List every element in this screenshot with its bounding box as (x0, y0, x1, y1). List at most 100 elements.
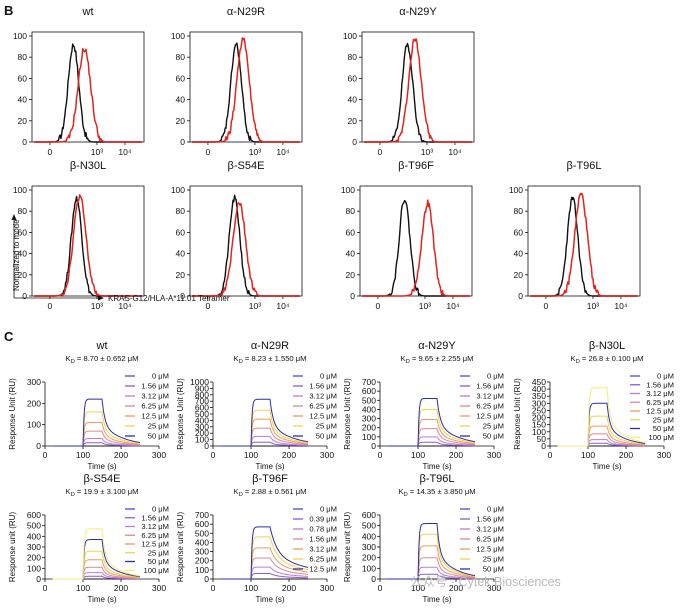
flow-y-tick-label: 20 (348, 116, 358, 126)
spr-y-tick-label: 0 (204, 574, 209, 584)
flow-y-tick-label: 60 (348, 73, 358, 83)
flow-y-tick-label: 0 (22, 291, 27, 301)
spr-curve (557, 425, 646, 447)
spr-y-tick-label: 100 (195, 565, 209, 575)
flow-histogram-red-curve (362, 199, 470, 297)
spr-legend-label: 3.12 μM (141, 522, 169, 531)
spr-y-tick-label: 100 (362, 432, 376, 442)
spr-legend-label: 3.12 μM (141, 392, 169, 401)
spr-y-axis-label: Response unit (RU) (176, 512, 185, 583)
flow-y-tick-label: 60 (18, 227, 28, 237)
spr-legend-label: 3.12 μM (309, 545, 337, 554)
spr-legend-label: 3.12 μM (646, 389, 674, 398)
spr-legend-label: 6.25 μM (309, 402, 337, 411)
flow-x-tick-label: 0 (378, 147, 383, 157)
spr-x-axis-label: Time (s) (255, 595, 284, 604)
spr-legend-label: 1.56 μM (309, 535, 337, 544)
spr-y-tick-label: 300 (532, 398, 546, 408)
flow-panel-title: β-N30L (70, 160, 106, 172)
spr-panel-title: wt (96, 340, 108, 352)
spr-y-tick-label: 0 (371, 574, 376, 584)
spr-panel-title: β-N30L (589, 340, 625, 352)
spr-x-tick-label: 0 (43, 450, 48, 460)
spr-x-tick-label: 200 (449, 450, 463, 460)
spr-y-tick-label: 500 (195, 528, 209, 538)
flow-panel-title: α-N29R (227, 6, 265, 18)
spr-curve (557, 439, 645, 447)
flow-y-tick-label: 20 (176, 116, 186, 126)
flow-y-tick-label: 0 (352, 137, 357, 147)
spr-y-tick-label: 200 (195, 556, 209, 566)
spr-y-tick-label: 700 (362, 377, 376, 387)
spr-curve (52, 398, 141, 447)
spr-curve (387, 398, 476, 447)
flow-y-tick-label: 100 (341, 185, 355, 195)
flow-histogram-red-curve (34, 193, 142, 297)
spr-legend-label: 25 μM (148, 548, 169, 557)
spr-y-tick-label: 300 (195, 547, 209, 557)
spr-legend-label: 25 μM (148, 422, 169, 431)
flow-x-axis-arrow (14, 295, 104, 301)
spr-curve (387, 441, 475, 447)
spr-curve (387, 408, 476, 447)
spr-y-tick-label: 600 (195, 519, 209, 529)
spr-legend-label: 0.39 μM (309, 515, 337, 524)
flow-x-tick-label: 10⁴ (614, 301, 627, 311)
flow-y-tick-label: 100 (171, 185, 185, 195)
spr-panel-title: β-T96F (252, 473, 288, 485)
flow-y-tick-label: 40 (346, 249, 356, 259)
spr-x-tick-label: 0 (378, 450, 383, 460)
spr-kd-label: KD = 2.88 ± 0.561 μM (234, 487, 307, 498)
spr-y-tick-label: 200 (362, 553, 376, 563)
spr-legend-label: 12.5 μM (141, 412, 169, 421)
spr-x-tick-label: 300 (152, 583, 166, 593)
flow-x-tick-label: 10⁴ (118, 147, 131, 157)
spr-legend-label: 0 μM (320, 372, 337, 381)
flow-plot-frame (361, 31, 475, 143)
flow-y-axis-arrow (11, 214, 17, 298)
flow-histogram-red-curve (34, 48, 142, 143)
flow-x-tick-label: 10³ (419, 301, 431, 311)
spr-legend-label: 6.25 μM (646, 398, 674, 407)
spr-curve (387, 419, 476, 447)
flow-y-tick-label: 40 (176, 95, 186, 105)
spr-curve (220, 398, 309, 447)
spr-curve (557, 402, 646, 447)
flow-x-tick-label: 10³ (249, 147, 261, 157)
spr-x-axis-label: Time (s) (87, 462, 116, 471)
flow-x-tick-label: 10⁴ (276, 301, 289, 311)
spr-y-tick-label: 100 (27, 420, 41, 430)
flow-plot-frame (189, 185, 303, 297)
spr-x-axis-label: Time (s) (422, 462, 451, 471)
spr-y-tick-label: 600 (195, 403, 209, 413)
spr-y-tick-label: 300 (362, 414, 376, 424)
spr-y-tick-label: 200 (27, 553, 41, 563)
spr-y-axis-label: Response Unit (RU) (176, 378, 185, 450)
spr-x-tick-label: 100 (244, 583, 258, 593)
flow-y-tick-label: 80 (176, 52, 186, 62)
spr-curve (387, 566, 476, 580)
spr-legend-label: 3.12 μM (476, 392, 504, 401)
spr-panel-title: β-T96L (419, 473, 454, 485)
flow-y-tick-label: 40 (18, 249, 28, 259)
spr-x-tick-label: 200 (282, 583, 296, 593)
spr-y-tick-label: 600 (362, 510, 376, 520)
spr-y-tick-label: 350 (532, 391, 546, 401)
spr-legend-label: 3.12 μM (309, 392, 337, 401)
spr-legend-label: 12.5 μM (476, 545, 504, 554)
spr-curve (52, 559, 140, 580)
spr-curve (52, 442, 141, 447)
flow-y-tick-label: 0 (180, 291, 185, 301)
spr-y-tick-label: 900 (195, 383, 209, 393)
spr-curve (557, 387, 646, 447)
spr-x-tick-label: 300 (487, 583, 501, 593)
spr-y-tick-label: 200 (27, 398, 41, 408)
flow-plot-frame (31, 185, 145, 297)
spr-kd-label: KD = 8.70 ± 0.652 μM (66, 354, 139, 365)
spr-y-tick-label: 400 (195, 537, 209, 547)
flow-plot-frame (359, 185, 473, 297)
flow-y-tick-label: 60 (514, 227, 524, 237)
flow-y-tick-label: 20 (18, 116, 28, 126)
